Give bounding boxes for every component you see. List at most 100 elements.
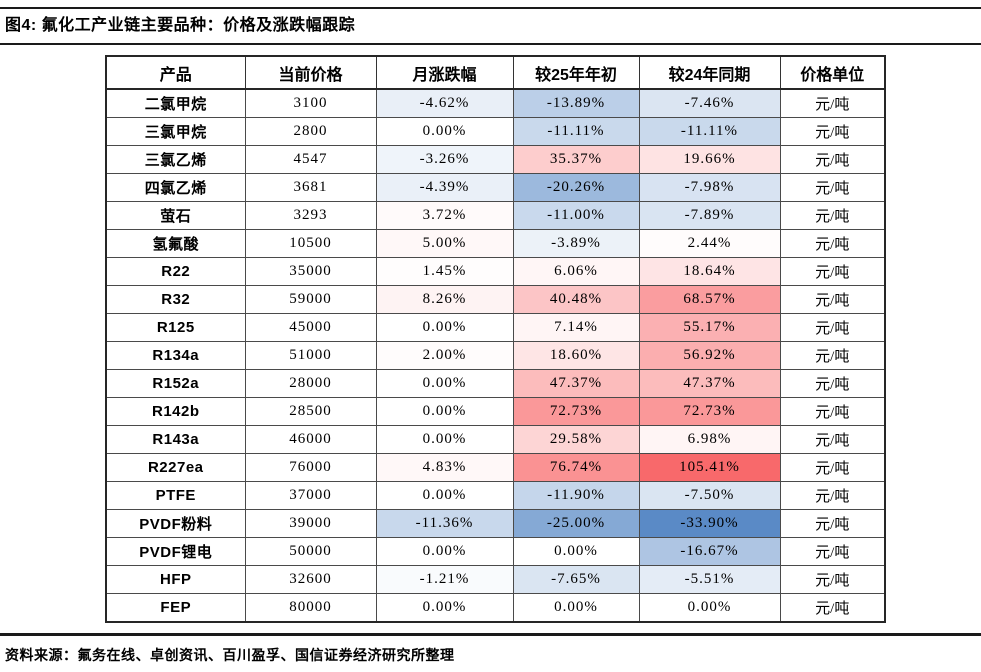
unit-cell: 元/吨	[779, 229, 886, 258]
product-cell: PTFE	[105, 481, 246, 510]
vs-2025-start-cell: -3.89%	[512, 229, 640, 258]
product-cell: 四氯乙烯	[105, 173, 246, 202]
vs-2025-start-cell: 29.58%	[512, 425, 640, 454]
monthly-change-cell: -1.21%	[375, 565, 514, 594]
title-divider-rule	[0, 43, 981, 45]
table-row: 四氯乙烯 3681 -4.39% -20.26% -7.98% 元/吨	[105, 173, 886, 202]
unit-cell: 元/吨	[779, 481, 886, 510]
vs-2025-start-cell: -11.00%	[512, 201, 640, 230]
vs-2024-same-cell: 56.92%	[638, 341, 781, 370]
vs-2025-start-cell: 35.37%	[512, 145, 640, 174]
product-cell: PVDF粉料	[105, 509, 246, 538]
vs-2024-same-cell: 47.37%	[638, 369, 781, 398]
table-row: 三氯甲烷 2800 0.00% -11.11% -11.11% 元/吨	[105, 117, 886, 146]
top-rule	[0, 7, 981, 9]
current-price-cell: 3293	[244, 201, 377, 230]
monthly-change-cell: 3.72%	[375, 201, 514, 230]
monthly-change-cell: 0.00%	[375, 369, 514, 398]
current-price-cell: 2800	[244, 117, 377, 146]
monthly-change-cell: 8.26%	[375, 285, 514, 314]
vs-2024-same-cell: -33.90%	[638, 509, 781, 538]
vs-2025-start-cell: 47.37%	[512, 369, 640, 398]
current-price-cell: 28000	[244, 369, 377, 398]
unit-cell: 元/吨	[779, 285, 886, 314]
vs-2024-same-cell: 0.00%	[638, 593, 781, 623]
table-row: R22 35000 1.45% 6.06% 18.64% 元/吨	[105, 257, 886, 286]
unit-cell: 元/吨	[779, 537, 886, 566]
monthly-change-cell: 0.00%	[375, 117, 514, 146]
vs-2025-start-cell: -20.26%	[512, 173, 640, 202]
vs-2024-same-cell: 18.64%	[638, 257, 781, 286]
unit-cell: 元/吨	[779, 453, 886, 482]
table-row: HFP 32600 -1.21% -7.65% -5.51% 元/吨	[105, 565, 886, 594]
monthly-change-cell: 0.00%	[375, 481, 514, 510]
monthly-change-cell: 5.00%	[375, 229, 514, 258]
current-price-cell: 59000	[244, 285, 377, 314]
unit-cell: 元/吨	[779, 257, 886, 286]
vs-2024-same-cell: 2.44%	[638, 229, 781, 258]
unit-cell: 元/吨	[779, 397, 886, 426]
current-price-cell: 37000	[244, 481, 377, 510]
vs-2024-same-cell: 55.17%	[638, 313, 781, 342]
monthly-change-cell: 0.00%	[375, 537, 514, 566]
unit-cell: 元/吨	[779, 341, 886, 370]
product-cell: R125	[105, 313, 246, 342]
column-header: 产品	[105, 55, 246, 90]
vs-2024-same-cell: 105.41%	[638, 453, 781, 482]
vs-2025-start-cell: 18.60%	[512, 341, 640, 370]
table-header-row: 产品 当前价格 月涨跌幅 较25年年初 较24年同期 价格单位	[105, 55, 886, 90]
vs-2024-same-cell: -7.50%	[638, 481, 781, 510]
product-cell: 三氯乙烯	[105, 145, 246, 174]
monthly-change-cell: 0.00%	[375, 313, 514, 342]
unit-cell: 元/吨	[779, 593, 886, 623]
table-row: 萤石 3293 3.72% -11.00% -7.89% 元/吨	[105, 201, 886, 230]
vs-2024-same-cell: -11.11%	[638, 117, 781, 146]
product-cell: R32	[105, 285, 246, 314]
product-cell: R143a	[105, 425, 246, 454]
monthly-change-cell: -3.26%	[375, 145, 514, 174]
current-price-cell: 80000	[244, 593, 377, 623]
monthly-change-cell: -4.39%	[375, 173, 514, 202]
vs-2025-start-cell: 72.73%	[512, 397, 640, 426]
column-header: 较25年年初	[512, 55, 640, 90]
vs-2024-same-cell: 6.98%	[638, 425, 781, 454]
column-header: 价格单位	[779, 55, 886, 90]
current-price-cell: 3681	[244, 173, 377, 202]
product-cell: HFP	[105, 565, 246, 594]
current-price-cell: 4547	[244, 145, 377, 174]
unit-cell: 元/吨	[779, 88, 886, 118]
vs-2025-start-cell: 7.14%	[512, 313, 640, 342]
unit-cell: 元/吨	[779, 369, 886, 398]
current-price-cell: 35000	[244, 257, 377, 286]
table-row: R152a 28000 0.00% 47.37% 47.37% 元/吨	[105, 369, 886, 398]
price-table-wrap: 产品 当前价格 月涨跌幅 较25年年初 较24年同期 价格单位 二氯甲烷 3100 -4.62…	[105, 55, 981, 623]
table-row: 二氯甲烷 3100 -4.62% -13.89% -7.46% 元/吨	[105, 88, 886, 118]
product-cell: FEP	[105, 593, 246, 623]
table-row: 氢氟酸 10500 5.00% -3.89% 2.44% 元/吨	[105, 229, 886, 258]
vs-2024-same-cell: -7.98%	[638, 173, 781, 202]
vs-2025-start-cell: 76.74%	[512, 453, 640, 482]
current-price-cell: 10500	[244, 229, 377, 258]
figure-title: 图4: 氟化工产业链主要品种：价格及涨跌幅跟踪	[5, 17, 356, 34]
table-row: R134a 51000 2.00% 18.60% 56.92% 元/吨	[105, 341, 886, 370]
monthly-change-cell: 0.00%	[375, 593, 514, 623]
monthly-change-cell: -4.62%	[375, 88, 514, 118]
vs-2025-start-cell: 0.00%	[512, 593, 640, 623]
price-table: 产品 当前价格 月涨跌幅 较25年年初 较24年同期 价格单位 二氯甲烷 3100 -4.62…	[105, 55, 886, 623]
vs-2024-same-cell: -16.67%	[638, 537, 781, 566]
current-price-cell: 32600	[244, 565, 377, 594]
table-row: R125 45000 0.00% 7.14% 55.17% 元/吨	[105, 313, 886, 342]
table-row: R143a 46000 0.00% 29.58% 6.98% 元/吨	[105, 425, 886, 454]
column-header: 当前价格	[244, 55, 377, 90]
vs-2025-start-cell: -25.00%	[512, 509, 640, 538]
product-cell: 萤石	[105, 201, 246, 230]
current-price-cell: 45000	[244, 313, 377, 342]
vs-2024-same-cell: 68.57%	[638, 285, 781, 314]
monthly-change-cell: 0.00%	[375, 425, 514, 454]
unit-cell: 元/吨	[779, 117, 886, 146]
monthly-change-cell: 0.00%	[375, 397, 514, 426]
product-cell: R142b	[105, 397, 246, 426]
table-row: PTFE 37000 0.00% -11.90% -7.50% 元/吨	[105, 481, 886, 510]
product-cell: 三氯甲烷	[105, 117, 246, 146]
monthly-change-cell: -11.36%	[375, 509, 514, 538]
